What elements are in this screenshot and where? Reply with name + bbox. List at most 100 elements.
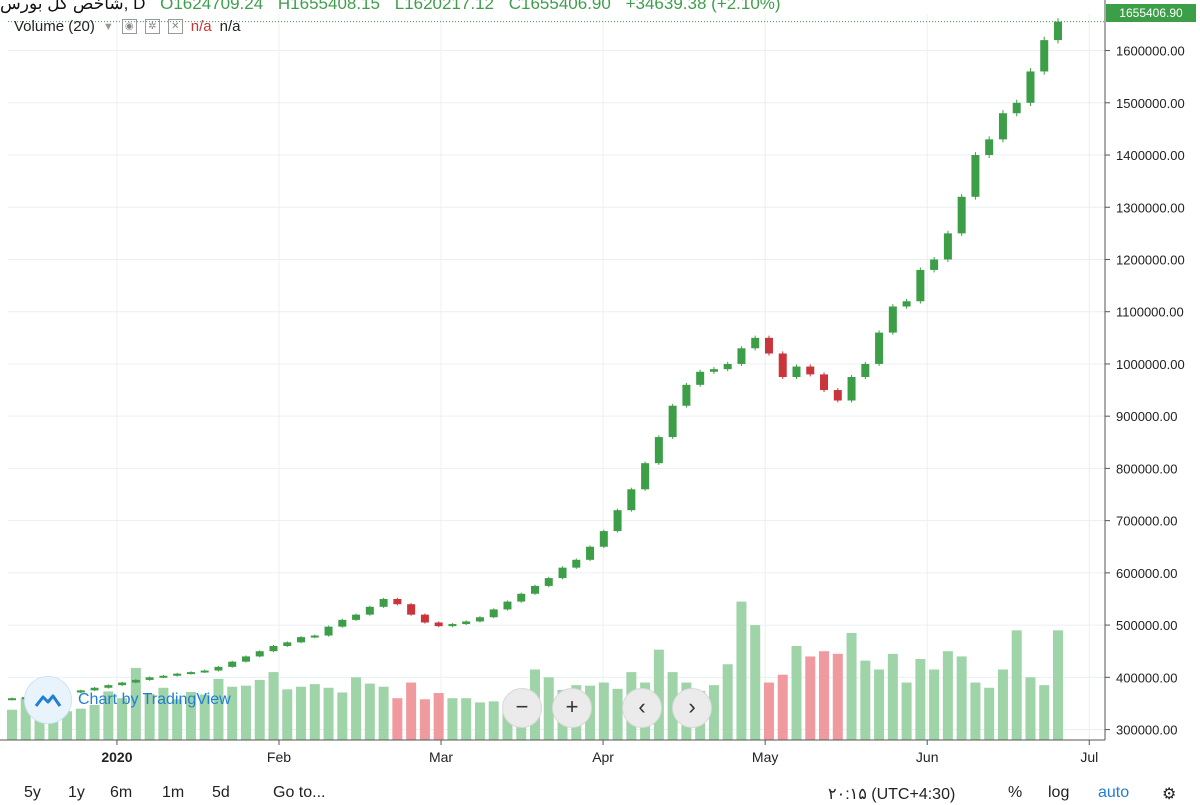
candle	[943, 233, 952, 260]
candle	[985, 139, 994, 156]
volume-bar	[612, 688, 623, 740]
volume-label[interactable]: Volume (20)	[14, 18, 95, 35]
candle	[641, 463, 650, 490]
candle	[1026, 71, 1035, 103]
volume-legend[interactable]: Volume (20) ▼ ◉ ✲ ✕ n/a n/a	[14, 18, 240, 35]
volume-bar	[364, 683, 375, 740]
candle	[668, 405, 677, 438]
volume-bar	[392, 698, 403, 740]
zoom-out-button[interactable]: −	[502, 688, 542, 728]
volume-bar	[378, 686, 389, 740]
volume-bar	[406, 682, 417, 740]
gear-icon[interactable]: ⚙	[1162, 786, 1177, 803]
volume-bar	[1039, 685, 1050, 740]
candle	[558, 567, 567, 579]
candle	[861, 363, 870, 377]
log-toggle[interactable]: log	[1048, 784, 1070, 801]
timezone-label[interactable]: ۲۰:۱۵ (UTC+4:30)	[828, 786, 956, 803]
volume-bar	[488, 701, 499, 740]
goto-button[interactable]: Go to...	[273, 784, 326, 801]
volume-bar	[929, 669, 940, 740]
y-tick-label: 600000.00	[1116, 566, 1177, 581]
volume-bar	[543, 677, 554, 740]
volume-bar	[708, 685, 719, 740]
volume-bar	[7, 709, 17, 740]
candle	[517, 593, 526, 602]
volume-bar	[309, 684, 320, 740]
y-tick-label: 900000.00	[1116, 409, 1177, 424]
volume-bar	[20, 698, 31, 740]
y-tick-label: 1000000.00	[1116, 357, 1185, 372]
candle	[572, 559, 581, 568]
candle	[627, 489, 636, 511]
settings-icon[interactable]: ✲	[144, 19, 160, 34]
volume-bar	[750, 625, 761, 740]
percent-toggle[interactable]: %	[1008, 784, 1023, 801]
volume-bar	[942, 651, 953, 740]
volume-value: n/a	[190, 18, 212, 35]
candle	[875, 332, 884, 364]
candle	[709, 369, 718, 372]
auto-toggle[interactable]: auto	[1098, 784, 1130, 801]
range-1y[interactable]: 1y	[68, 784, 85, 801]
candle	[916, 269, 925, 302]
candle	[214, 666, 223, 671]
volume-bar	[75, 708, 86, 740]
volume-bar	[447, 698, 458, 740]
range-6m[interactable]: 6m	[110, 784, 133, 801]
eye-icon[interactable]: ◉	[121, 19, 137, 34]
volume-bar	[722, 664, 733, 740]
candle	[531, 585, 539, 594]
candle	[269, 645, 278, 652]
y-tick-label: 1200000.00	[1116, 252, 1185, 267]
candle	[737, 348, 746, 364]
tradingview-branding[interactable]: Chart by TradingView	[24, 676, 231, 724]
volume-bar	[419, 699, 430, 740]
candle	[324, 626, 333, 636]
candle	[833, 390, 842, 401]
y-tick-label: 1500000.00	[1116, 96, 1185, 111]
volume-bar	[158, 687, 169, 740]
candle	[723, 363, 732, 370]
branding-text[interactable]: Chart by TradingView	[78, 691, 231, 708]
volume-bar	[1025, 677, 1036, 740]
candle	[888, 306, 897, 333]
range-5y[interactable]: 5y	[24, 784, 41, 801]
close-icon[interactable]: ✕	[167, 19, 183, 34]
volume-bar	[296, 686, 307, 740]
x-tick-label: 2020	[101, 749, 132, 765]
chevron-down-icon[interactable]: ▼	[102, 20, 114, 33]
candle	[352, 614, 361, 620]
scroll-left-button[interactable]: ‹	[622, 688, 662, 728]
volume-bar	[1053, 630, 1063, 740]
candle	[131, 679, 140, 683]
zoom-in-icon: +	[565, 694, 579, 719]
candle	[778, 353, 787, 377]
candle	[145, 677, 154, 680]
candle	[90, 687, 99, 691]
candle	[696, 371, 705, 385]
y-tick-label: 1400000.00	[1116, 148, 1185, 163]
candle	[489, 609, 498, 618]
candle	[420, 614, 429, 623]
candle	[186, 672, 195, 675]
volume-bar	[227, 686, 238, 740]
candle	[241, 656, 250, 662]
y-tick-label: 1100000.00	[1116, 305, 1184, 320]
range-5d[interactable]: 5d	[212, 784, 230, 801]
zoom-in-button[interactable]: +	[552, 688, 592, 728]
volume-bar	[846, 632, 857, 740]
bottom-toolbar: 5y 1y 6m 1m 5d Go to... ۲۰:۱۵ (UTC+4:30)…	[0, 784, 1200, 803]
candle	[379, 598, 388, 607]
candle	[228, 661, 237, 667]
range-1m[interactable]: 1m	[162, 784, 185, 801]
candle	[654, 437, 663, 464]
candle	[586, 546, 595, 560]
volume-bar	[970, 682, 981, 740]
scroll-right-button[interactable]: ›	[672, 688, 712, 728]
volume-bar	[130, 667, 141, 740]
volume-ma-value: n/a	[219, 18, 241, 35]
candle	[613, 510, 622, 532]
volume-bar	[199, 694, 210, 740]
volume-bar	[887, 653, 898, 740]
